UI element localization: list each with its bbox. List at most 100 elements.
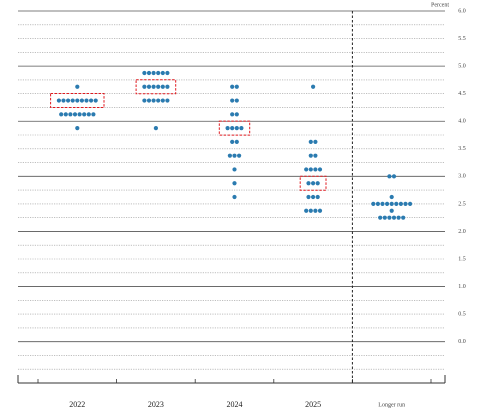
- dot: [389, 194, 394, 200]
- dot: [391, 215, 397, 220]
- dot: [382, 215, 387, 220]
- dot: [398, 201, 403, 206]
- dot: [230, 126, 235, 131]
- dot: [160, 98, 165, 103]
- dot: [225, 126, 230, 131]
- dot: [304, 167, 309, 172]
- y-tick-label: 5.5: [458, 36, 466, 42]
- dot: [70, 98, 75, 103]
- median-box: [135, 79, 177, 95]
- dot: [308, 208, 313, 213]
- dot: [401, 215, 406, 220]
- dot: [165, 84, 170, 89]
- dot: [156, 98, 161, 103]
- y-tick-label: 2.5: [458, 201, 466, 207]
- dot: [75, 98, 80, 103]
- dot: [75, 84, 80, 89]
- dot: [306, 194, 311, 200]
- median-box: [218, 120, 251, 136]
- dot: [385, 201, 390, 206]
- dot: [394, 201, 399, 206]
- y-tick-label: 6.0: [458, 8, 466, 14]
- dot: [59, 112, 64, 117]
- dot: [315, 194, 320, 200]
- dot: [306, 181, 311, 186]
- y-tick-label: 4.0: [458, 119, 466, 125]
- y-tick-label: 0.0: [458, 339, 466, 345]
- dot: [156, 70, 161, 76]
- dot: [230, 98, 235, 103]
- dot: [232, 153, 237, 158]
- y-tick-label: 3.5: [458, 146, 466, 152]
- x-tick-label: 2024: [227, 400, 243, 409]
- dot: [313, 139, 318, 144]
- dot: [389, 201, 394, 206]
- dot: [146, 70, 152, 76]
- y-tick-label: 2.0: [458, 229, 466, 235]
- dot: [308, 167, 313, 172]
- median-box: [299, 175, 327, 191]
- dot: [234, 126, 239, 131]
- dot: [234, 112, 239, 117]
- dot: [237, 153, 242, 158]
- median-box: [50, 93, 105, 109]
- dot: [82, 112, 87, 117]
- dot: [61, 98, 66, 103]
- dot: [311, 84, 316, 89]
- dot: [151, 98, 156, 103]
- x-tick-label: 2022: [69, 400, 85, 409]
- x-tick-label: 2025: [305, 400, 321, 409]
- dot: [317, 208, 323, 213]
- dot: [311, 181, 316, 186]
- dot: [387, 174, 392, 179]
- dot: [68, 112, 73, 117]
- dot: [315, 181, 320, 186]
- dot: [91, 112, 96, 117]
- dot: [72, 112, 78, 117]
- dot: [371, 201, 376, 206]
- dot: [146, 84, 152, 89]
- dot: [375, 201, 380, 206]
- dot: [142, 70, 147, 76]
- y-tick-label: 1.0: [458, 284, 466, 290]
- dot: [230, 84, 235, 89]
- dot: [156, 84, 161, 89]
- dot: [396, 215, 401, 220]
- dot: [313, 167, 318, 172]
- dot: [232, 194, 237, 200]
- dot: [391, 174, 397, 179]
- dot: [66, 98, 71, 103]
- dot: [142, 98, 147, 103]
- dot: [403, 201, 408, 206]
- dot: [165, 70, 170, 76]
- dot: [153, 126, 158, 131]
- y-tick-label: 1.5: [458, 256, 466, 262]
- dot: [304, 208, 309, 213]
- dot: [84, 98, 89, 103]
- dot: [151, 84, 156, 89]
- dot: [378, 215, 383, 220]
- dot: [308, 153, 313, 158]
- dot: [146, 98, 152, 103]
- dot: [63, 112, 68, 117]
- dot: [232, 181, 237, 186]
- dot: [160, 70, 165, 76]
- dot: [142, 84, 147, 89]
- dot: [387, 215, 392, 220]
- dot: [230, 139, 235, 144]
- y-tick-label: 5.0: [458, 63, 466, 69]
- dot: [89, 98, 94, 103]
- dot: [151, 70, 156, 76]
- dot: [234, 139, 239, 144]
- x-tick-label: Longer run: [378, 402, 405, 408]
- dot: [230, 112, 235, 117]
- dot: [308, 139, 313, 144]
- dot: [389, 208, 394, 213]
- dot: [160, 84, 165, 89]
- y-tick-label: 0.5: [458, 311, 466, 317]
- dot: [311, 194, 316, 200]
- dot: [380, 201, 385, 206]
- dot: [93, 98, 98, 103]
- dot: [313, 153, 318, 158]
